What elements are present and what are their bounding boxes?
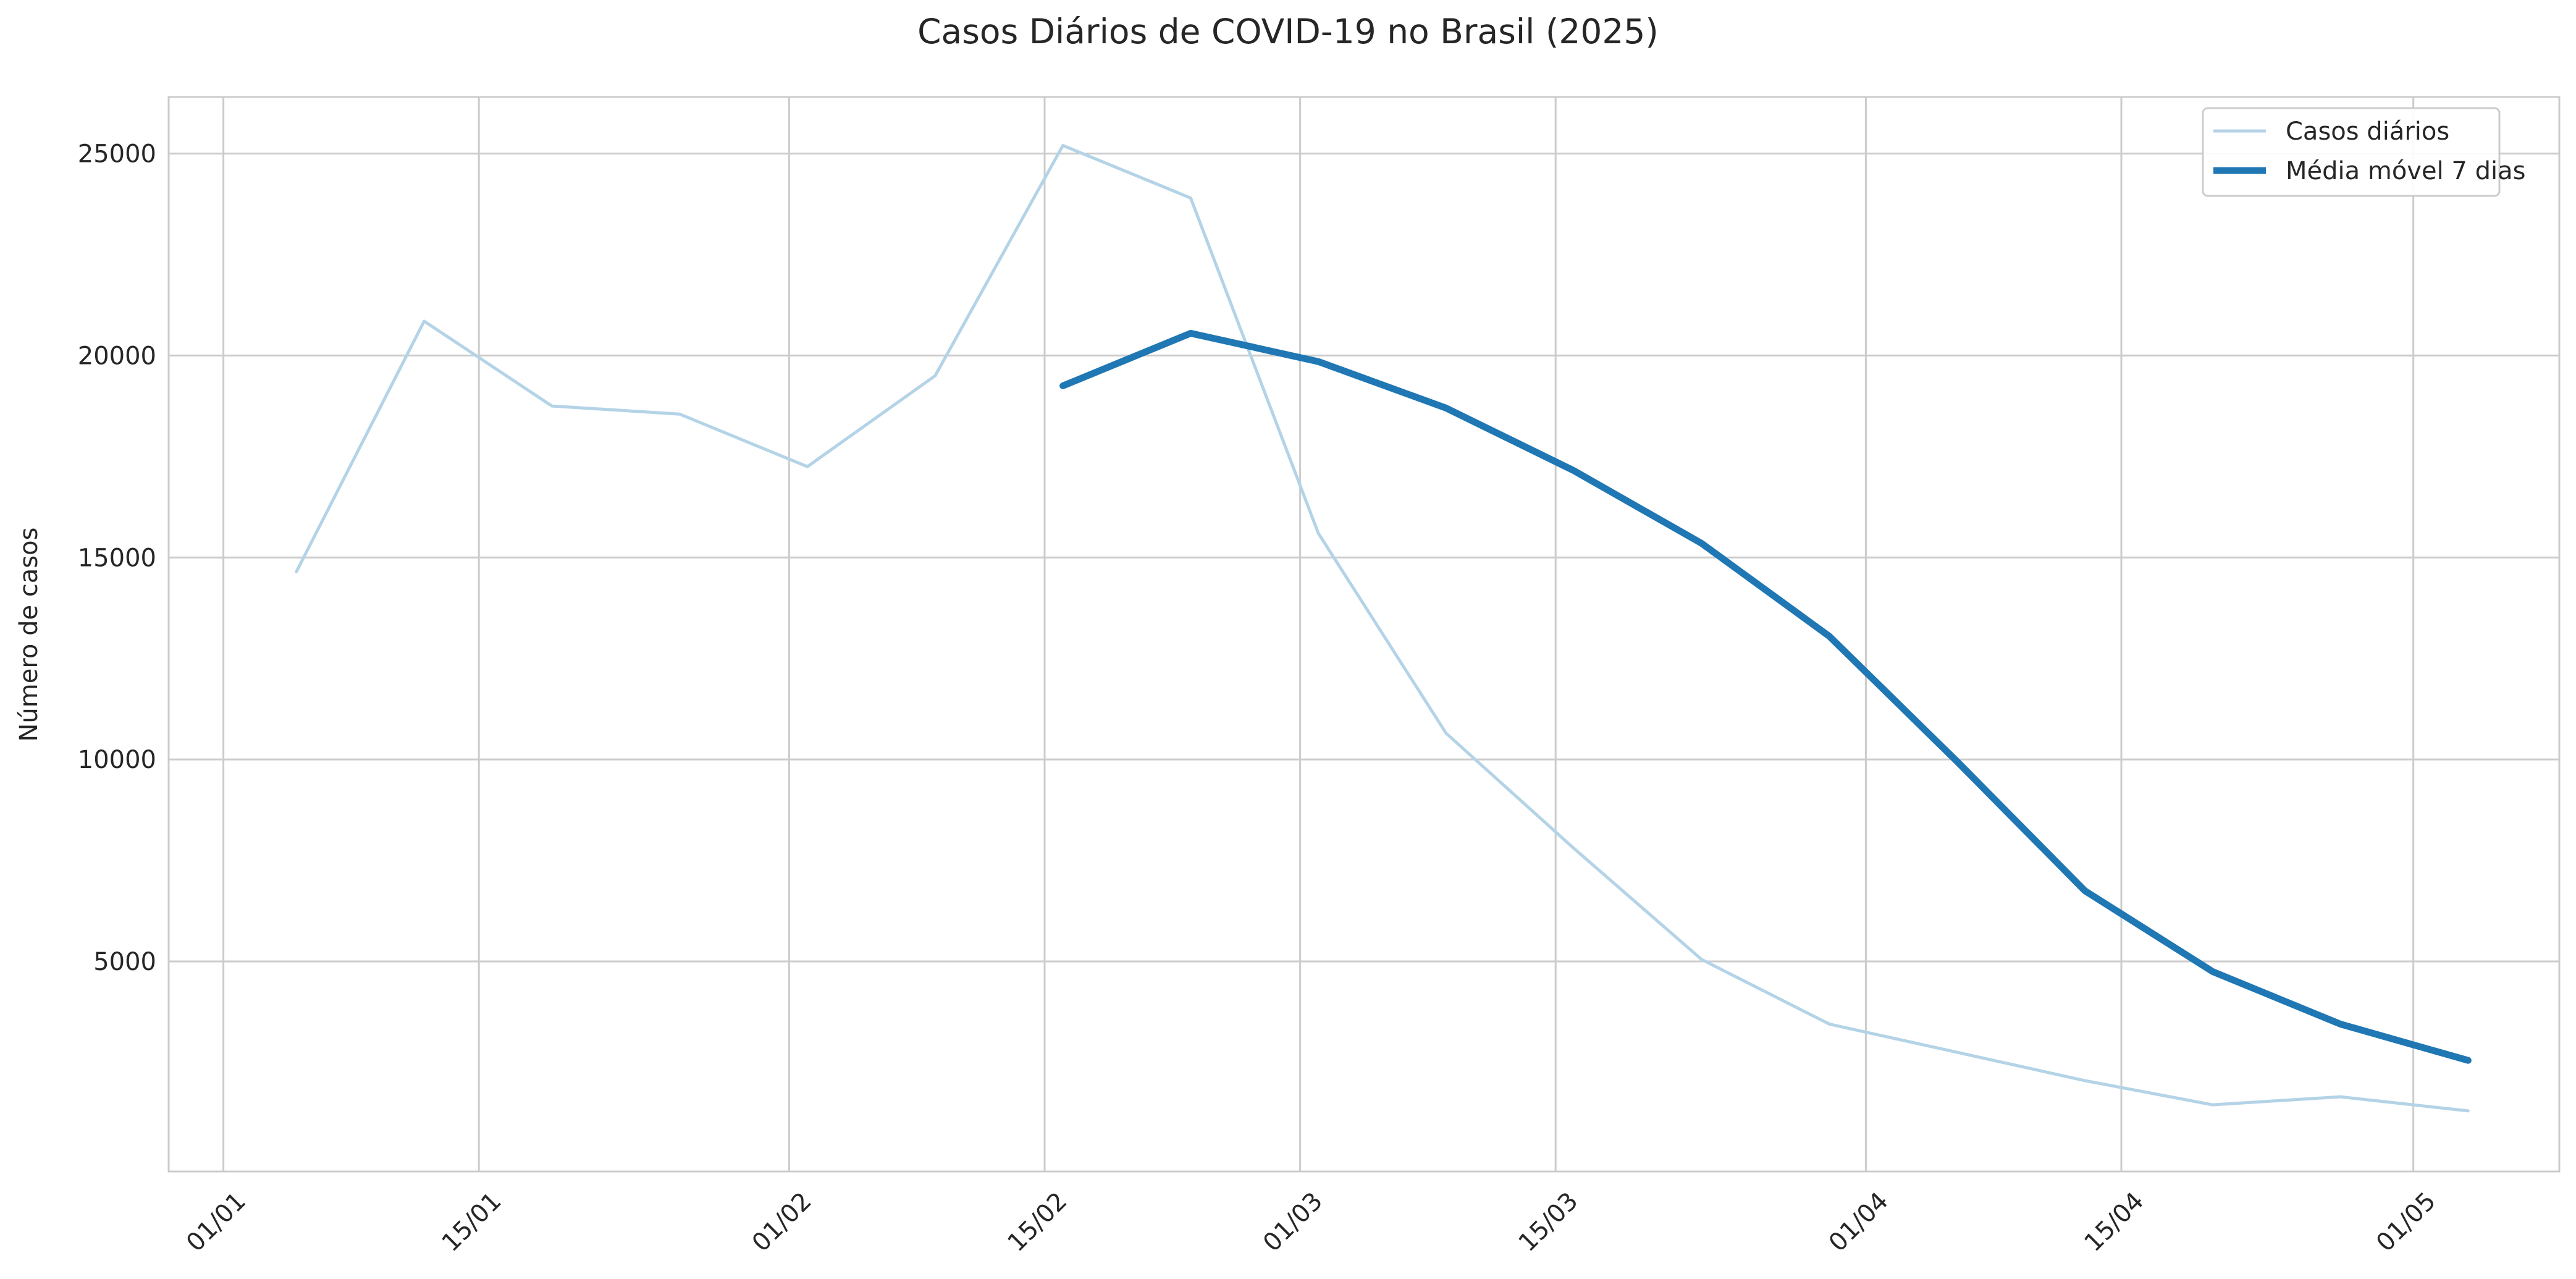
legend-label: Casos diários — [2286, 117, 2449, 146]
legend-box — [2202, 107, 2501, 197]
y-tick-label: 10000 — [78, 746, 156, 774]
y-tick-label: 15000 — [78, 544, 156, 572]
y-tick-label: 20000 — [78, 342, 156, 370]
series-line-2 — [1059, 329, 2472, 1064]
y-tick-labels: 5000 10000 15000 20000 25000 — [78, 140, 156, 977]
y-tick-label: 5000 — [93, 948, 156, 976]
y-tick-label: 25000 — [78, 140, 156, 169]
plot-frame — [167, 96, 2561, 1173]
gridlines — [169, 97, 2559, 1171]
series-line-1 — [295, 144, 2470, 1113]
series-lines — [295, 144, 2472, 1113]
y-axis-label: Número de casos — [15, 528, 43, 742]
legend: Casos diários Média móvel 7 dias — [2202, 107, 2525, 197]
chart-title: Casos Diários de COVID-19 no Brasil (202… — [917, 12, 1659, 51]
legend-label: Média móvel 7 dias — [2286, 157, 2525, 185]
